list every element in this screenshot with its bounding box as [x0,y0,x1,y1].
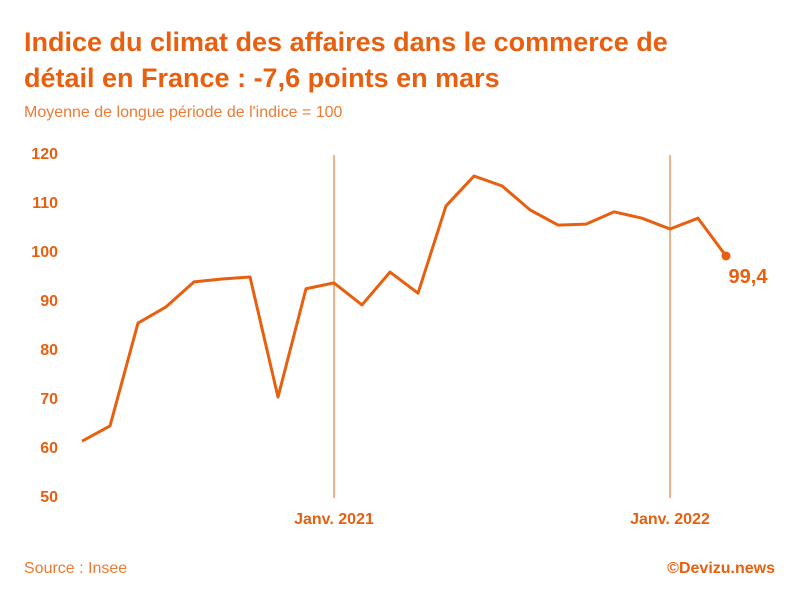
x-tick-label: Janv. 2022 [630,511,710,528]
y-tick-label: 100 [31,244,58,261]
y-tick-label: 110 [32,195,58,212]
y-tick-label: 70 [40,391,58,408]
value-label: 99,4 [729,266,769,288]
line [81,174,728,443]
credit: ©Devizu.news [667,560,775,577]
y-tick-label: 80 [40,342,58,359]
y-tick-label: 120 [31,146,58,163]
chart-title: Indice du climat des affaires dans le co… [24,27,668,57]
point [721,251,731,261]
chart-title: détail en France : -7,6 points en mars [24,63,500,93]
chart-subtitle: Moyenne de longue période de l'indice = … [24,104,343,121]
y-tick-label: 50 [40,489,58,506]
x-tick-label: Janv. 2021 [294,511,374,528]
y-tick-label: 60 [40,440,58,457]
source: Source : Insee [24,560,127,577]
y-tick-label: 90 [40,293,58,310]
